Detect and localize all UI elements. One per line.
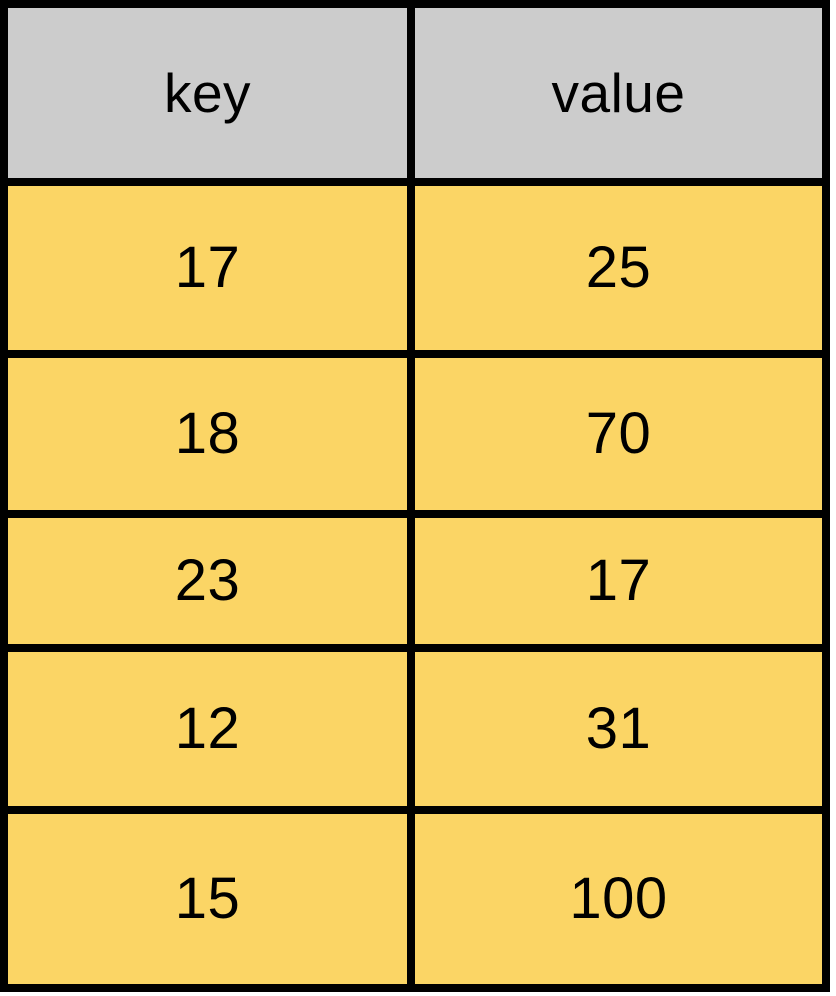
table-cell-key-0: 17 <box>8 186 407 350</box>
table-cell-value-3: 31 <box>415 652 822 806</box>
table-cell-value-4: 100 <box>415 814 822 984</box>
table-cell-value-0: 25 <box>415 186 822 350</box>
table-cell-key-4: 15 <box>8 814 407 984</box>
table-cell-value-1: 70 <box>415 358 822 510</box>
table-cell-key-2: 23 <box>8 518 407 644</box>
column-header-value: value <box>415 8 822 178</box>
table-cell-key-1: 18 <box>8 358 407 510</box>
column-header-key: key <box>8 8 407 178</box>
table-cell-value-2: 17 <box>415 518 822 644</box>
table-cell-key-3: 12 <box>8 652 407 806</box>
